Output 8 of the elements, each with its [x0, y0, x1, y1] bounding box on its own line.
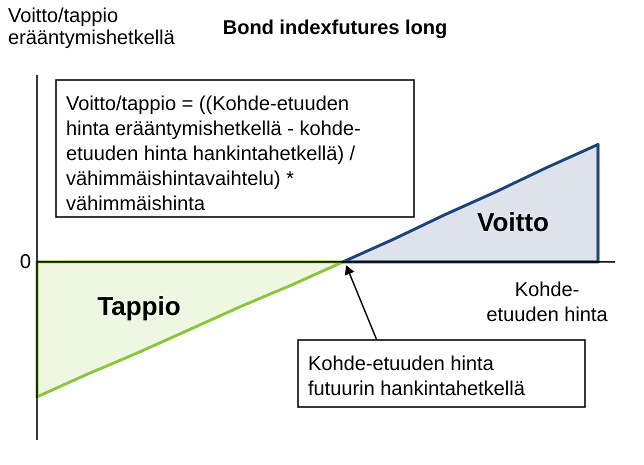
chart-title: Bond indexfutures long: [222, 17, 448, 39]
annotation: Voitto/tappio = ((Kohde-etuuden hinta erääntymishetkellä - kohde-etuuden hinta hankintahetkellä) / vähimmäishintavaihtelu) * vähimmäishinta: [66, 93, 361, 215]
series-label: Tappio: [97, 290, 181, 321]
x-axis-title: Kohde-etuuden hinta: [486, 278, 608, 326]
text: Voitto/tappio erääntymishetkellä: [8, 5, 176, 49]
series-label: Voitto: [477, 206, 549, 237]
text: 0: [20, 250, 31, 273]
annotation: Kohde-etuuden hinta futuurin hankintahetkellä: [308, 353, 526, 400]
